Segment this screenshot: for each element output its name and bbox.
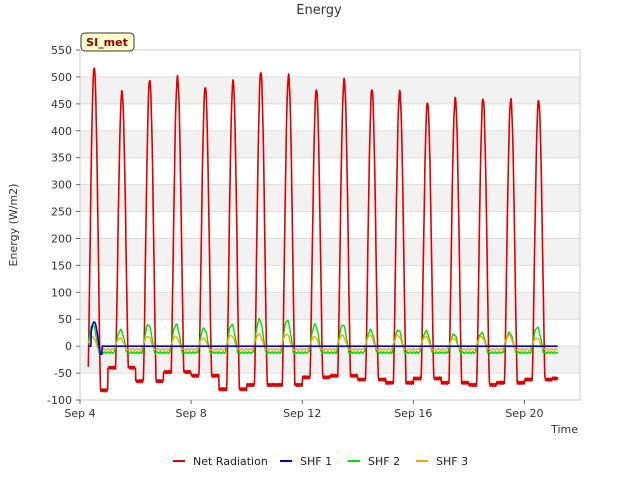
y-tick-label: 500 bbox=[51, 71, 72, 84]
x-axis-title: Time bbox=[550, 423, 578, 436]
net-radiation-line bbox=[87, 67, 559, 393]
grid-band bbox=[80, 184, 580, 212]
y-tick-label: 150 bbox=[51, 259, 72, 272]
grid-band bbox=[80, 238, 580, 266]
shf2-line bbox=[87, 317, 559, 355]
grid-band bbox=[80, 76, 580, 104]
grid-band bbox=[80, 265, 580, 293]
x-tick-label: Sep 4 bbox=[64, 407, 95, 420]
y-tick-label: 200 bbox=[51, 232, 72, 245]
grid-band bbox=[80, 157, 580, 185]
y-tick-label: 0 bbox=[65, 340, 72, 353]
plot-background bbox=[80, 50, 580, 400]
chart-title: Energy bbox=[296, 3, 342, 18]
shf3-line bbox=[87, 333, 559, 351]
x-tick-label: Sep 12 bbox=[283, 407, 321, 420]
data-series bbox=[87, 67, 559, 393]
y-axis-title: Energy (W/m2) bbox=[7, 184, 20, 267]
site-badge: SI_met bbox=[80, 32, 135, 52]
grid-band bbox=[80, 319, 580, 347]
y-tick-label: 350 bbox=[51, 152, 72, 165]
x-axis-ticks: Sep 4 Sep 8 Sep 12 Sep 16 Sep 20 bbox=[64, 400, 544, 420]
x-tick-label: Sep 16 bbox=[394, 407, 432, 420]
site-badge-label: SI_met bbox=[86, 36, 128, 49]
y-tick-label: 400 bbox=[51, 125, 72, 138]
grid-band bbox=[80, 130, 580, 158]
y-tick-label: -100 bbox=[47, 394, 72, 407]
y-tick-label: 250 bbox=[51, 206, 72, 219]
y-tick-label: 550 bbox=[51, 44, 72, 57]
legend-label: SHF 2 bbox=[368, 455, 400, 468]
y-axis-ticks: -100 -50 0 50 100 150 200 250 300 350 400 450 500 550 bbox=[47, 44, 80, 407]
y-tick-label: 100 bbox=[51, 286, 72, 299]
plot-frame bbox=[79, 49, 581, 401]
y-tick-label: 300 bbox=[51, 179, 72, 192]
legend-label: Net Radiation bbox=[193, 455, 268, 468]
legend: Net Radiation SHF 1 SHF 2 SHF 3 bbox=[173, 455, 468, 468]
shf1-line bbox=[87, 321, 559, 355]
legend-label: SHF 1 bbox=[300, 455, 332, 468]
y-tick-label: -50 bbox=[54, 367, 72, 380]
y-tick-label: 450 bbox=[51, 98, 72, 111]
grid-band bbox=[80, 346, 580, 374]
x-tick-label: Sep 8 bbox=[175, 407, 206, 420]
x-tick-label: Sep 20 bbox=[505, 407, 543, 420]
grid-band bbox=[80, 50, 580, 77]
legend-label: SHF 3 bbox=[436, 455, 468, 468]
site-badge-box bbox=[80, 32, 135, 52]
y-tick-label: 50 bbox=[58, 313, 72, 326]
grid-band bbox=[80, 211, 580, 239]
grid-band bbox=[80, 292, 580, 320]
grid-band bbox=[80, 103, 580, 131]
